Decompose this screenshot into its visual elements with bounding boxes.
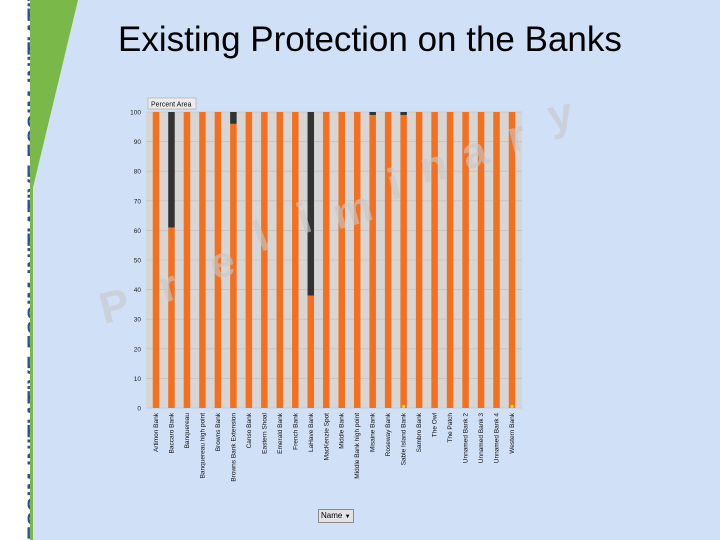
bar-unprotected [415, 112, 423, 408]
brand-sidebar: ESSIM INITIATIVE ESSIM INITIATIVE ESSIM … [0, 0, 33, 540]
x-tick-label: MacKenzie Spot [323, 413, 330, 461]
x-tick-label: Middle Bank high point [354, 413, 361, 479]
bar-protected [230, 112, 237, 124]
x-tick-label: Sable Island Bank [401, 412, 408, 465]
x-tick-label: Banquereau [184, 413, 191, 449]
y-tick-label: 10 [134, 376, 142, 383]
bar-protected [400, 112, 407, 115]
bar-unprotected [369, 114, 376, 409]
x-tick-label: LaHave Bank [308, 412, 315, 452]
y-tick-label: 0 [137, 406, 141, 413]
x-tick-label: Browns Bank Extension [230, 413, 237, 482]
bar-unprotected [214, 112, 222, 408]
bar-unprotected [199, 112, 206, 408]
legend-label: Percent Area [151, 102, 192, 109]
x-tick-label: Eastern Shoal [261, 412, 268, 453]
legend-box [147, 97, 197, 110]
bar-unprotected [261, 112, 268, 408]
bar-unprotected [431, 112, 438, 408]
bar-unprotected [508, 112, 516, 408]
bar-unprotected [477, 112, 485, 408]
x-tick-label: The Patch [447, 413, 454, 443]
bar-protected [307, 112, 315, 296]
x-tick-label: Browns Bank [215, 412, 222, 451]
bar-unprotected [462, 112, 469, 408]
marker-yellow [510, 404, 514, 409]
x-tick-label: Baccaro Bank [168, 412, 175, 453]
x-tick-label: The Owl [432, 412, 439, 437]
bar-protected [168, 112, 175, 228]
y-tick-label: 40 [134, 287, 142, 294]
x-tick-label: Western Bank [509, 412, 516, 453]
bar-unprotected [168, 227, 175, 408]
bar-unprotected [400, 114, 407, 409]
bar-unprotected [152, 112, 160, 408]
y-tick-label: 80 [134, 169, 142, 176]
slide-title: Existing Protection on the Banks [118, 20, 622, 59]
x-tick-label: Canso Bank [246, 412, 253, 448]
y-tick-label: 70 [134, 198, 142, 205]
x-tick-label: Unnamed Bank 2 [463, 413, 470, 464]
y-tick-label: 100 [130, 110, 141, 117]
bar-unprotected [353, 112, 361, 408]
x-tick-label: Middle Bank [339, 412, 346, 449]
bar-unprotected [307, 295, 315, 408]
bar-unprotected [446, 112, 454, 408]
chart-layer: 0 10 20 30 40 50 60 70 80 90 100 Artimon Bank Baccar… [130, 97, 522, 482]
y-tick-label: 60 [134, 228, 142, 235]
y-tick-label: 50 [134, 258, 142, 265]
bar-protected [369, 112, 376, 115]
name-button-label: Name [321, 511, 343, 520]
bar-unprotected [384, 112, 392, 408]
bar-unprotected [292, 112, 299, 408]
bar-unprotected [245, 112, 253, 408]
x-tick-label: French Bank [292, 412, 299, 450]
x-tick-label: Artimon Bank [153, 412, 160, 452]
bar-unprotected [493, 112, 500, 408]
y-tick-label: 90 [134, 139, 142, 146]
x-tick-label: Unnamed Bank 4 [494, 413, 501, 464]
bar-unprotected [276, 112, 284, 408]
x-tick-label: Emerald Bank [277, 412, 284, 454]
x-tick-label: Banquereau high point [199, 413, 206, 479]
x-tick-label: Roseway Bank [385, 412, 392, 456]
bar-unprotected [323, 112, 330, 408]
y-tick-label: 20 [134, 346, 142, 353]
name-field-button[interactable]: Name ▼ [318, 509, 354, 523]
dropdown-arrow-icon: ▼ [344, 514, 351, 520]
bar-unprotected [230, 123, 237, 408]
marker-yellow [402, 404, 406, 409]
x-tick-label: Misaine Bank [370, 412, 377, 452]
y-tick-label: 30 [134, 317, 142, 324]
bar-unprotected [183, 112, 191, 408]
x-tick-label: Unnamed Bank 3 [478, 413, 485, 464]
bar-unprotected [338, 112, 345, 408]
x-tick-label: Sambro Bank [416, 412, 423, 452]
